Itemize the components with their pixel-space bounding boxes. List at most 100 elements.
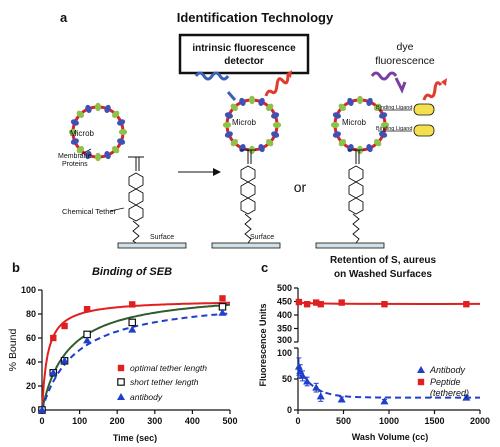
dye-emission-wave-icon <box>422 81 443 101</box>
membrane-protein-icon <box>374 103 382 111</box>
membrane-protein-icon <box>95 152 101 162</box>
membrane-protein-icon <box>76 110 84 118</box>
tether-label: Chemical Tether <box>62 207 117 216</box>
chemical-tether-2-icon <box>240 149 256 244</box>
panel-c-data-point-antibody <box>380 397 389 405</box>
panel-c-data-point-peptide <box>463 301 470 308</box>
panel-c-lower-ytick-label: 100 <box>277 348 292 358</box>
panel-c-upper-ytick-label: 400 <box>277 310 292 320</box>
membrane-label-line2: Proteins <box>62 161 88 168</box>
panel-c-data-point-peptide <box>313 299 320 306</box>
panel-b-data-point-3 <box>128 325 137 333</box>
excitation-wave-arrow-icon <box>226 91 237 101</box>
membrane-protein-icon <box>230 139 238 147</box>
membrane-protein-icon <box>347 144 354 153</box>
membrane-protein-icon <box>239 144 246 153</box>
panel-b-legend-marker-2 <box>117 378 125 386</box>
panel-c-fit-line-antibody <box>297 364 480 399</box>
membrane-protein-icon <box>224 112 233 119</box>
dye-emission-arrow-icon <box>441 78 447 86</box>
panel-b-data-point-1 <box>83 306 91 313</box>
panel-c-data-point-peptide <box>338 299 345 306</box>
panel-c-xtick-label: 500 <box>336 416 351 426</box>
membrane-protein-icon <box>224 131 233 138</box>
panel-b-xtick-label: 400 <box>185 416 200 426</box>
panel-b-ytick-label: 80 <box>26 309 36 319</box>
panel-c-xtick-label: 1500 <box>424 416 444 426</box>
dye-label-line1: dye <box>397 41 414 53</box>
membrane-protein-icon <box>112 110 120 118</box>
panel-b-fit-line-2 <box>41 303 231 411</box>
panel-b: b Binding of SEB % Bound Time (sec) 0 20 4… <box>7 260 238 443</box>
binding-ligand-2: Binding Ligand <box>376 124 435 137</box>
panel-b-data-point-3 <box>218 308 227 316</box>
membrane-pointer <box>79 148 92 156</box>
panel-c-legend-marker-antibody <box>417 366 425 373</box>
panel-c-legend-label-peptide-line2: (tethered) <box>430 388 469 398</box>
panel-c-xtick-label: 0 <box>295 416 300 426</box>
panel-b-ylabel: % Bound <box>7 329 19 372</box>
panel-c-data-point-peptide <box>381 301 388 308</box>
panel-b-ytick-label: 100 <box>21 285 36 295</box>
panel-c-upper-ytick-label: 500 <box>277 283 292 293</box>
panel-c-legend-label-antibody: Antibody <box>429 365 466 375</box>
panel-b-data-point-1 <box>129 301 136 308</box>
membrane-protein-icon <box>271 112 280 119</box>
membrane-protein-icon <box>272 122 282 128</box>
panel-c-xlabel: Wash Volume (cc) <box>352 432 429 442</box>
panel-b-data-point-3 <box>83 336 92 344</box>
panel-b-xtick-label: 100 <box>72 416 87 426</box>
panel-b-data-point-3 <box>38 406 46 413</box>
panel-b-legend-label-2: short tether length <box>130 377 199 387</box>
membrane-protein-icon <box>332 131 341 138</box>
panel-b-data-point-3 <box>60 356 69 364</box>
membrane-protein-icon <box>332 112 341 119</box>
panel-c-fit-line-peptide <box>297 301 481 305</box>
panel-b-data-point-1 <box>219 295 226 302</box>
panel-c-data-point-antibody <box>337 395 346 403</box>
binding-ligand-1: Binding Ligand <box>376 103 435 116</box>
panel-c-upper-ytick-label: 450 <box>277 297 292 307</box>
panel-c-xtick-label: 1000 <box>379 416 399 426</box>
panel-b-xtick-label: 200 <box>110 416 125 426</box>
panel-b-legend-marker-1 <box>117 364 125 372</box>
panel-b-legend-label-1: optimal tether length <box>130 363 207 373</box>
panel-b-ytick-label: 20 <box>26 381 36 391</box>
membrane-protein-icon <box>230 103 238 111</box>
membrane-protein-icon <box>380 122 390 128</box>
membrane-protein-icon <box>104 104 111 113</box>
detector-box <box>178 33 310 75</box>
panel-b-xtick-label: 0 <box>39 416 44 426</box>
dye-excitation-wave-icon <box>370 71 398 81</box>
excitation-wave-icon <box>194 71 230 81</box>
panel-b-title: Binding of SEB <box>92 266 172 278</box>
chemical-tether-1-icon <box>128 156 144 244</box>
panel-c-lower-ytick-label: 50 <box>282 374 292 384</box>
membrane-protein-icon <box>258 97 265 106</box>
panel-c-data-point-antibody <box>303 377 312 385</box>
panel-b-data-point-1 <box>50 334 57 342</box>
tether-pointer <box>109 207 125 212</box>
panel-c-data-point-peptide <box>303 301 311 308</box>
membrane-protein-icon <box>338 139 346 147</box>
panel-c-legend-label-peptide: Peptide <box>430 377 461 387</box>
membrane-protein-icon <box>239 97 246 106</box>
surface-3 <box>315 242 385 249</box>
membrane-protein-icon <box>76 146 84 154</box>
microbe-1-icon <box>68 102 128 162</box>
panel-c-data-point-antibody <box>312 383 321 391</box>
panel-b-xlabel: Time (sec) <box>113 433 157 443</box>
membrane-protein-icon <box>85 104 92 113</box>
membrane-protein-icon <box>347 97 354 106</box>
panel-b-fit-line-1 <box>41 301 230 411</box>
membrane-protein-icon <box>112 146 120 154</box>
panel-c-data-point-peptide <box>295 298 303 306</box>
panel-a-letter: a <box>60 10 68 25</box>
panel-a: a Identification Technology intrinsic fl… <box>58 10 447 249</box>
membrane-protein-icon <box>117 138 126 145</box>
membrane-protein-icon <box>68 129 78 135</box>
membrane-protein-icon <box>366 144 373 153</box>
panel-c: c Retention of S, aureus on Washed Surfa… <box>258 255 490 442</box>
